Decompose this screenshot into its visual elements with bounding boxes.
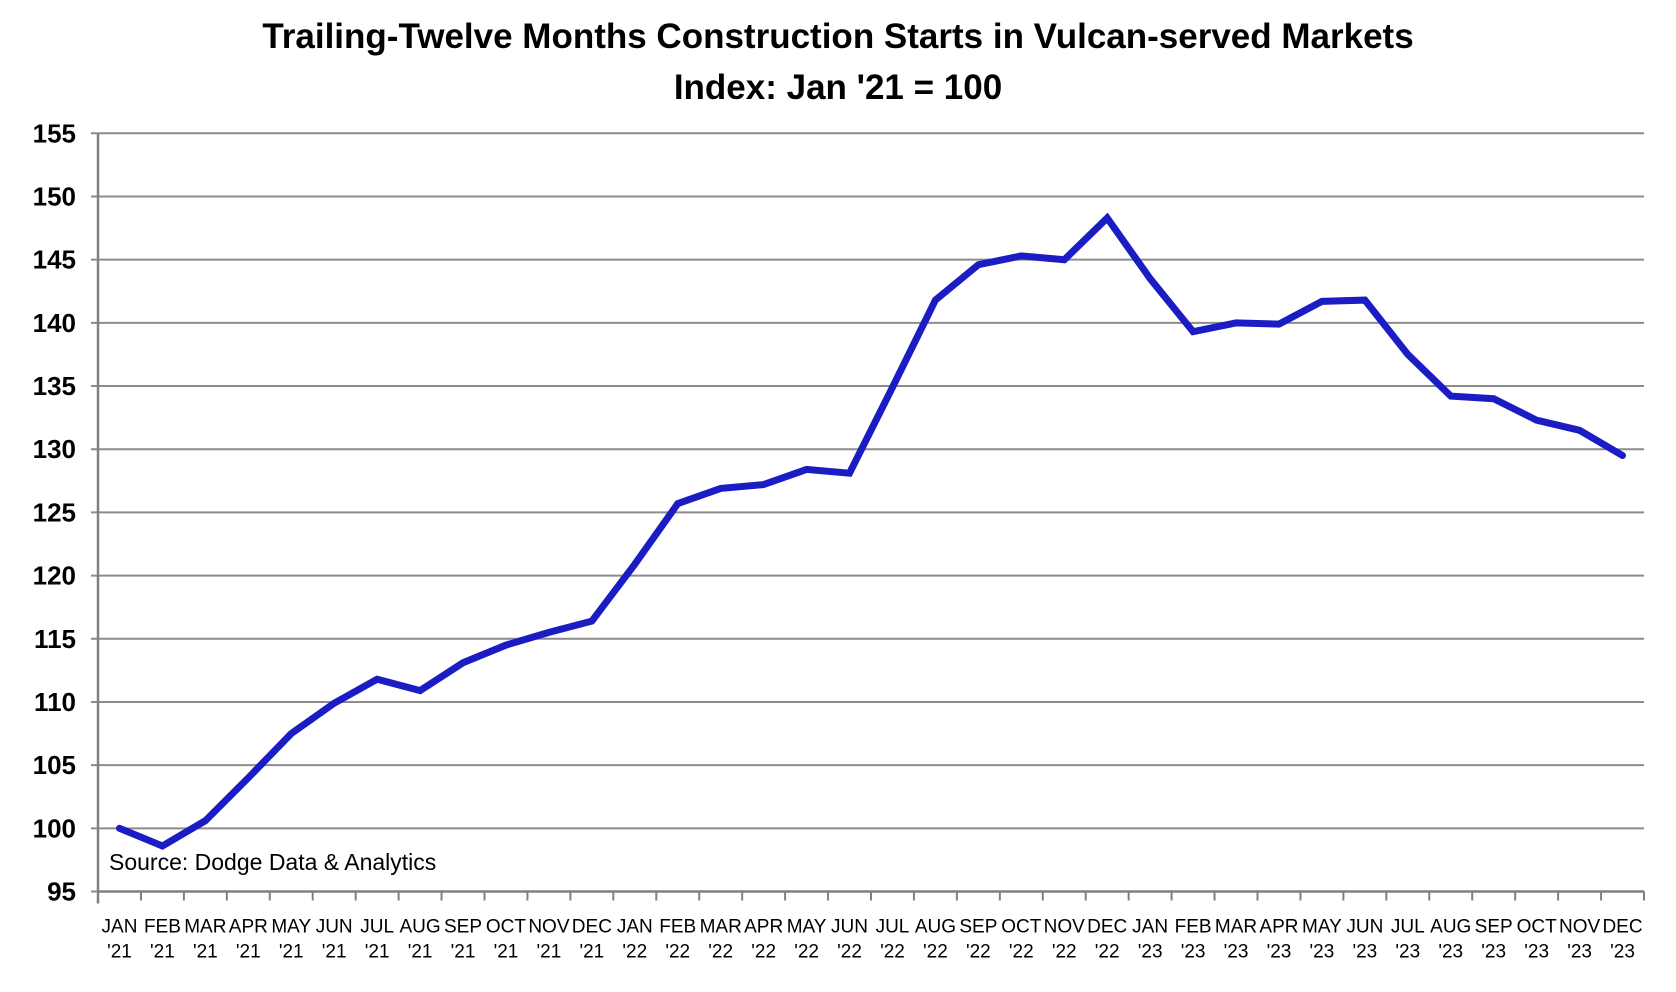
x-tick-label-year: '21	[279, 942, 304, 963]
y-tick-labels: 95 100 105 110 115 120 125 130 135 140 145 150 155	[33, 118, 76, 906]
x-tick-label-year: '22	[923, 942, 948, 963]
chart-header: Trailing-Twelve Months Construction Star…	[0, 12, 1676, 114]
x-tick-label-month: MAR	[1215, 917, 1257, 938]
x-tick-label-month: MAY	[1302, 917, 1342, 938]
x-tick-label-year: '21	[193, 942, 218, 963]
x-tick-label-month: APR	[744, 917, 783, 938]
source-note: Source: Dodge Data & Analytics	[109, 849, 437, 875]
x-tick-label-year: '23	[1438, 942, 1463, 963]
x-axis-ticks	[97, 891, 1645, 901]
x-tick-label-month: APR	[229, 917, 268, 938]
x-tick-label-month: NOV	[1559, 917, 1601, 938]
x-tick-label-year: '21	[451, 942, 476, 963]
x-tick-label-month: NOV	[1044, 917, 1086, 938]
x-tick-label-year: '21	[365, 942, 390, 963]
x-tick-label-month: AUG	[399, 917, 440, 938]
x-tick-label-year: '21	[408, 942, 433, 963]
y-tick-label: 100	[33, 813, 76, 843]
x-tick-label-year: '21	[150, 942, 175, 963]
x-tick-label-year: '21	[107, 942, 132, 963]
y-tick-label: 110	[34, 687, 76, 717]
x-tick-label-year: '22	[708, 942, 733, 963]
y-tick-label: 150	[33, 181, 76, 211]
x-tick-label-month: JUL	[1391, 917, 1425, 938]
x-tick-label-month: SEP	[1475, 917, 1513, 938]
x-tick-label-year: '23	[1267, 942, 1292, 963]
x-tick-label-year: '23	[1524, 942, 1549, 963]
y-tick-label: 125	[33, 497, 76, 527]
x-tick-label-year: '21	[537, 942, 562, 963]
x-tick-label-year: '22	[837, 942, 862, 963]
x-tick-label-month: FEB	[1175, 917, 1212, 938]
x-tick-label-year: '22	[622, 942, 647, 963]
x-tick-label-year: '23	[1224, 942, 1249, 963]
x-tick-label-year: '23	[1395, 942, 1420, 963]
x-tick-label-month: JUL	[360, 917, 394, 938]
x-tick-label-month: MAY	[787, 917, 827, 938]
x-tick-label-month: DEC	[1087, 917, 1127, 938]
x-tick-labels: JAN '21 FEB '21 MAR '21 APR '21 MAY '21 JUN '21 JUL '…	[102, 917, 1643, 963]
y-tick-label: 130	[33, 434, 76, 464]
x-tick-label-month: SEP	[444, 917, 482, 938]
x-tick-label-month: SEP	[959, 917, 997, 938]
y-tick-label: 145	[33, 245, 76, 275]
x-tick-label-month: APR	[1259, 917, 1298, 938]
x-tick-label-year: '23	[1181, 942, 1206, 963]
y-tick-label: 140	[33, 308, 76, 338]
x-tick-label-month: JUL	[876, 917, 910, 938]
x-tick-label-year: '21	[236, 942, 261, 963]
x-tick-label-month: MAY	[271, 917, 311, 938]
y-tick-label: 120	[33, 561, 76, 591]
x-tick-label-month: FEB	[144, 917, 181, 938]
x-tick-label-year: '22	[966, 942, 991, 963]
x-tick-label-year: '22	[794, 942, 819, 963]
x-tick-label-month: AUG	[1430, 917, 1471, 938]
x-tick-label-year: '21	[494, 942, 519, 963]
x-tick-label-year: '21	[579, 942, 604, 963]
x-tick-label-month: NOV	[528, 917, 570, 938]
x-tick-label-month: JUN	[316, 917, 353, 938]
x-tick-label-month: DEC	[1602, 917, 1642, 938]
x-tick-label-month: JAN	[617, 917, 653, 938]
x-tick-label-year: '22	[751, 942, 776, 963]
x-tick-label-year: '23	[1481, 942, 1506, 963]
x-tick-label-month: OCT	[1517, 917, 1558, 938]
x-tick-label-month: DEC	[572, 917, 612, 938]
x-tick-label-month: JUN	[831, 917, 868, 938]
x-tick-label-year: '21	[322, 942, 347, 963]
y-tick-label: 135	[33, 371, 76, 401]
x-tick-label-month: JUN	[1346, 917, 1383, 938]
y-tick-label: 115	[34, 624, 76, 654]
x-tick-label-year: '23	[1610, 942, 1635, 963]
x-tick-label-year: '22	[665, 942, 690, 963]
x-tick-label-year: '23	[1567, 942, 1592, 963]
chart-subtitle: Index: Jan '21 = 100	[673, 68, 1003, 107]
x-tick-label-year: '23	[1352, 942, 1377, 963]
y-tick-label: 95	[47, 877, 76, 907]
data-line	[116, 212, 1626, 850]
gridlines	[91, 132, 1644, 893]
y-tick-label: 105	[33, 750, 76, 780]
x-tick-label-year: '22	[1052, 942, 1077, 963]
x-tick-label-year: '22	[880, 942, 905, 963]
chart-title: Trailing-Twelve Months Construction Star…	[262, 17, 1414, 56]
x-tick-label-month: MAR	[700, 917, 742, 938]
x-tick-label-year: '23	[1138, 942, 1163, 963]
x-tick-label-month: OCT	[1001, 917, 1042, 938]
x-tick-label-month: MAR	[184, 917, 226, 938]
x-tick-label-month: JAN	[1132, 917, 1168, 938]
x-tick-label-month: OCT	[486, 917, 527, 938]
x-tick-label-month: JAN	[102, 917, 138, 938]
x-tick-label-year: '23	[1310, 942, 1335, 963]
y-tick-label: 155	[33, 118, 76, 148]
x-tick-label-year: '22	[1009, 942, 1034, 963]
x-tick-label-month: FEB	[659, 917, 696, 938]
x-tick-label-year: '22	[1095, 942, 1120, 963]
x-tick-label-month: AUG	[915, 917, 956, 938]
